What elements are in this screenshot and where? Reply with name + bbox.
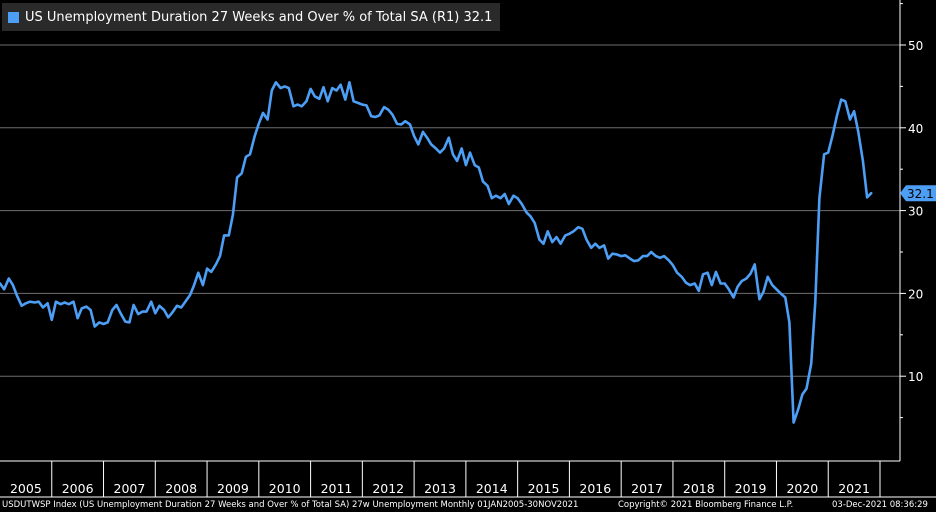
x-tick-label: 2017 [631,481,663,496]
x-tick-label: 2013 [424,481,456,496]
y-tick-label: 20 [908,287,923,301]
x-tick-label: 2008 [165,481,197,496]
x-tick-label: 2015 [528,481,560,496]
series-layer [0,81,873,424]
x-tick-label: 2007 [114,481,146,496]
legend-label: US Unemployment Duration 27 Weeks and Ov… [25,9,493,25]
x-tick-label: 2005 [10,481,42,496]
x-tick-label: 2016 [579,481,611,496]
series-line-unemployment-27w [0,81,873,424]
x-tick-label: 2020 [786,481,818,496]
x-tick-label: 2021 [838,481,870,496]
y-tick-label: 10 [908,370,923,384]
last-value-marker-group: 32.1 [900,185,936,202]
x-tick-label: 2006 [62,481,94,496]
footer-source: USDUTWSP Index (US Unemployment Duration… [2,500,579,510]
legend-swatch [8,11,19,23]
last-value-label: 32.1 [907,187,934,201]
y-tick-label: 40 [908,122,923,136]
tick-labels: 10 20 30 40 50 2005 2006 2007 2008 2009 2010 2011 20… [10,39,923,496]
last-value-marker [900,185,936,202]
gridlines [0,44,900,377]
x-tick-label: 2014 [476,481,508,496]
legend: US Unemployment Duration 27 Weeks and Ov… [2,3,501,31]
x-tick-label: 2010 [269,481,301,496]
x-tick-label: 2012 [372,481,404,496]
x-tick-label: 2009 [217,481,249,496]
y-tick-label: 50 [908,39,923,53]
footer-timestamp: 03-Dec-2021 08:36:29 [832,500,928,510]
x-tick-label: 2011 [321,481,353,496]
x-tick-label: 2019 [735,481,767,496]
footer-copyright: Copyright© 2021 Bloomberg Finance L.P. [618,500,794,510]
axes [0,0,936,498]
y-tick-label: 30 [908,205,923,219]
x-tick-label: 2018 [683,481,715,496]
